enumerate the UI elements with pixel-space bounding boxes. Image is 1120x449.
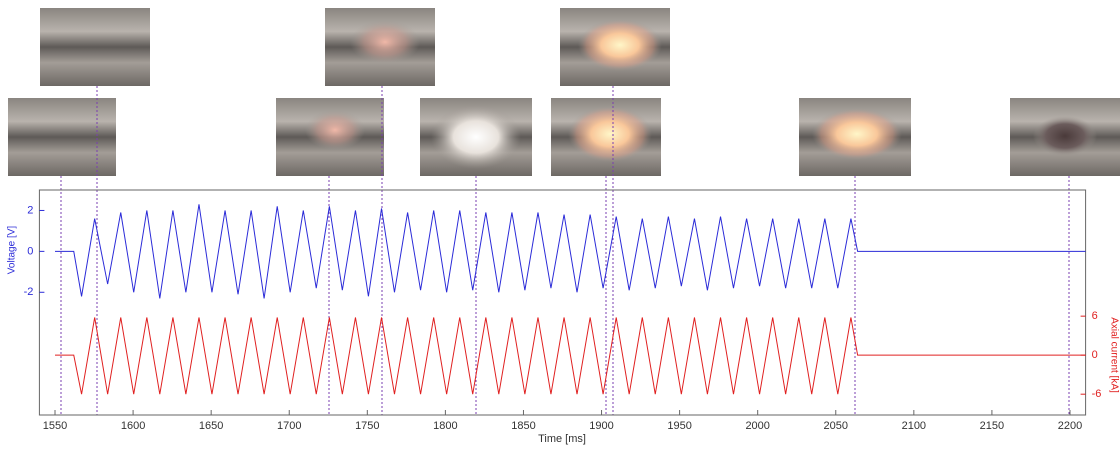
y-axis-label: Voltage [V] [7, 226, 18, 275]
photo [8, 98, 116, 176]
photo-glow [1033, 116, 1097, 156]
photo-glow [350, 20, 420, 64]
x-tick-label: 2000 [745, 420, 769, 432]
x-tick-label: 1750 [355, 420, 379, 432]
photo-glow [812, 108, 902, 160]
x-tick-label: 1550 [43, 420, 67, 432]
series-line [55, 317, 1086, 395]
x-tick-label: 1950 [667, 420, 691, 432]
x-axis-label: Time [ms] [538, 433, 586, 445]
photo-markers [60, 86, 1070, 415]
photo-glow [568, 106, 652, 162]
x-tick-label: 2150 [980, 420, 1004, 432]
plot-frame [38, 189, 1087, 416]
y-tick-label: 2 [27, 204, 33, 216]
x-tick-label: 1900 [589, 420, 613, 432]
x-tick-label: 1800 [433, 420, 457, 432]
x-tick-label: 1700 [277, 420, 301, 432]
y2-tick-label: -6 [1092, 388, 1102, 400]
photos [8, 8, 1120, 176]
y2-tick-label: 6 [1092, 310, 1098, 322]
photo-glow [305, 110, 365, 150]
x-tick-label: 1850 [511, 420, 535, 432]
photo [40, 8, 150, 86]
y2-tick-label: 0 [1092, 349, 1098, 361]
y-tick-label: 0 [27, 245, 33, 257]
photo-glow [578, 19, 662, 71]
y2-axis-label: Axial current [kA] [1108, 317, 1119, 393]
x-tick-label: 1650 [199, 420, 223, 432]
x-tick-label: 2050 [824, 420, 848, 432]
series-line [55, 204, 1086, 299]
x-tick-label: 2200 [1058, 420, 1082, 432]
y-tick-label: -2 [24, 286, 34, 298]
x-tick-label: 1600 [121, 420, 145, 432]
x-tick-label: 2100 [902, 420, 926, 432]
photo-glow [431, 105, 521, 169]
